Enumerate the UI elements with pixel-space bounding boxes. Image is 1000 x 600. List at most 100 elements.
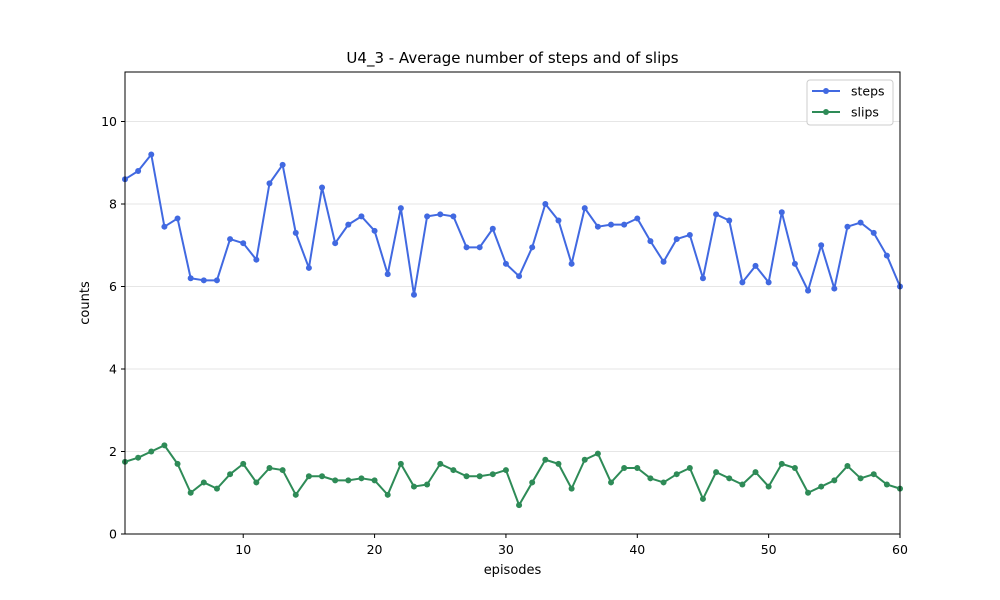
data-point-steps: [358, 213, 365, 220]
data-point-slips: [424, 481, 431, 488]
data-point-steps: [305, 264, 312, 271]
data-point-steps: [397, 205, 404, 212]
series-slips: [122, 442, 903, 509]
data-point-slips: [266, 465, 273, 471]
data-point-steps: [568, 260, 575, 267]
data-point-slips: [568, 485, 575, 492]
data-point-steps: [883, 252, 890, 259]
x-tick-label: 10: [235, 542, 251, 557]
data-point-steps: [555, 217, 562, 224]
data-point-steps: [279, 161, 286, 168]
data-point-steps: [594, 223, 601, 230]
data-point-steps: [410, 291, 417, 298]
legend-marker-slips: [823, 109, 829, 115]
data-point-slips: [673, 471, 680, 478]
y-tick-label: 10: [101, 114, 117, 129]
data-point-slips: [358, 475, 365, 482]
data-point-steps: [726, 217, 733, 224]
data-point-steps: [450, 213, 457, 220]
data-point-steps: [161, 223, 168, 230]
data-point-steps: [791, 260, 798, 267]
data-point-steps: [713, 211, 720, 218]
data-point-slips: [542, 456, 549, 463]
y-tick-label: 8: [109, 197, 117, 212]
data-point-steps: [516, 273, 523, 280]
data-point-slips: [791, 465, 798, 471]
y-tick-label: 4: [109, 362, 117, 377]
data-point-slips: [463, 473, 470, 480]
data-point-slips: [857, 475, 864, 482]
data-point-slips: [529, 479, 536, 486]
data-point-slips: [765, 483, 772, 490]
data-point-steps: [778, 209, 785, 216]
series-steps: [122, 151, 903, 298]
data-point-slips: [752, 469, 759, 476]
data-point-slips: [489, 471, 496, 478]
data-point-steps: [135, 168, 142, 174]
data-point-slips: [726, 475, 733, 482]
data-point-slips: [437, 460, 444, 467]
data-point-slips: [870, 471, 877, 478]
data-point-steps: [805, 287, 812, 294]
data-point-steps: [148, 151, 155, 158]
data-point-slips: [227, 471, 234, 478]
series-layer: [122, 151, 903, 509]
data-point-steps: [292, 229, 299, 236]
data-point-steps: [240, 240, 247, 247]
data-point-slips: [555, 460, 562, 467]
data-point-slips: [253, 479, 260, 486]
data-point-slips: [647, 475, 654, 482]
y-axis-label: counts: [78, 281, 93, 325]
data-point-slips: [292, 491, 299, 498]
data-point-slips: [634, 465, 641, 471]
data-point-steps: [213, 277, 220, 284]
data-point-steps: [765, 279, 772, 286]
data-point-steps: [752, 262, 759, 269]
data-point-slips: [410, 483, 417, 490]
data-point-slips: [778, 460, 785, 467]
data-point-slips: [332, 477, 339, 484]
legend-label-slips: slips: [851, 105, 879, 120]
data-point-slips: [699, 495, 706, 502]
data-point-steps: [634, 215, 641, 222]
data-point-slips: [883, 481, 890, 488]
data-point-steps: [660, 258, 667, 265]
y-axis: 0 2 4 6 8 10: [101, 114, 125, 542]
x-axis-label: episodes: [484, 563, 542, 578]
data-point-slips: [279, 467, 286, 474]
data-point-slips: [345, 477, 352, 484]
data-point-slips: [621, 465, 628, 471]
x-tick-label: 30: [498, 542, 514, 557]
data-point-slips: [397, 460, 404, 467]
data-point-slips: [450, 467, 457, 474]
data-point-slips: [581, 456, 588, 463]
data-point-steps: [608, 221, 615, 228]
plot-frame: [124, 71, 901, 535]
data-point-slips: [844, 462, 851, 469]
data-point-steps: [174, 215, 181, 222]
x-tick-label: 50: [761, 542, 777, 557]
data-point-steps: [345, 221, 352, 228]
data-point-steps: [529, 244, 536, 251]
series-line-slips: [124, 444, 901, 507]
data-point-steps: [686, 231, 693, 238]
data-point-slips: [608, 479, 615, 486]
data-point-slips: [739, 481, 746, 488]
data-point-slips: [371, 477, 378, 484]
data-point-steps: [437, 211, 444, 218]
x-tick-label: 20: [367, 542, 383, 557]
data-point-steps: [253, 256, 260, 263]
data-point-steps: [371, 227, 378, 234]
data-point-slips: [187, 489, 194, 496]
legend-label-steps: steps: [851, 84, 885, 99]
data-point-slips: [831, 477, 838, 484]
data-point-steps: [818, 242, 825, 249]
data-point-slips: [240, 460, 247, 467]
y-tick-label: 0: [109, 527, 117, 542]
data-point-steps: [319, 184, 326, 191]
data-point-steps: [502, 260, 509, 267]
data-point-steps: [673, 236, 680, 243]
data-point-steps: [647, 238, 654, 245]
data-point-steps: [200, 277, 207, 284]
